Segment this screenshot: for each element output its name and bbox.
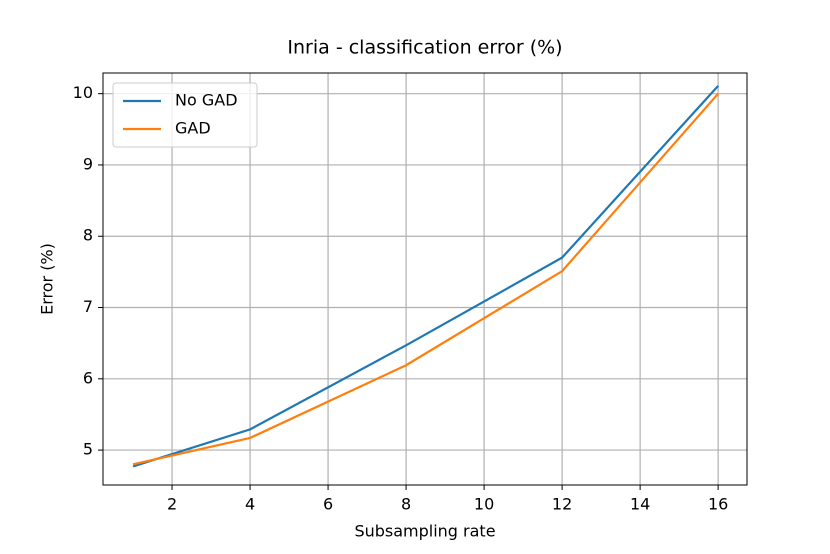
x-tick-label: 16 [708, 495, 728, 514]
x-tick-label: 2 [167, 495, 177, 514]
y-tick-label: 10 [73, 83, 93, 102]
legend-label: GAD [175, 119, 211, 138]
x-axis-label: Subsampling rate [354, 522, 495, 541]
series-line [132, 92, 719, 466]
x-tick-label: 8 [401, 495, 411, 514]
series-line [132, 85, 719, 468]
y-axis-label: Error (%) [38, 243, 57, 315]
y-tick-label: 9 [83, 154, 93, 173]
chart-title: Inria - classification error (%) [287, 37, 562, 59]
legend-box [112, 82, 258, 148]
x-tick-label: 12 [552, 495, 572, 514]
x-tick-label: 6 [323, 495, 333, 514]
legend: No GAD GAD [112, 82, 258, 148]
y-tick-label: 8 [83, 226, 93, 245]
x-tick-label: 14 [630, 495, 650, 514]
plot-frame [102, 72, 748, 486]
x-tick-label: 4 [245, 495, 255, 514]
y-tick-label: 5 [83, 440, 93, 459]
y-tick-label: 6 [83, 368, 93, 387]
x-tick-label: 10 [474, 495, 494, 514]
legend-label: No GAD [175, 91, 238, 110]
y-tick-label: 7 [83, 297, 93, 316]
